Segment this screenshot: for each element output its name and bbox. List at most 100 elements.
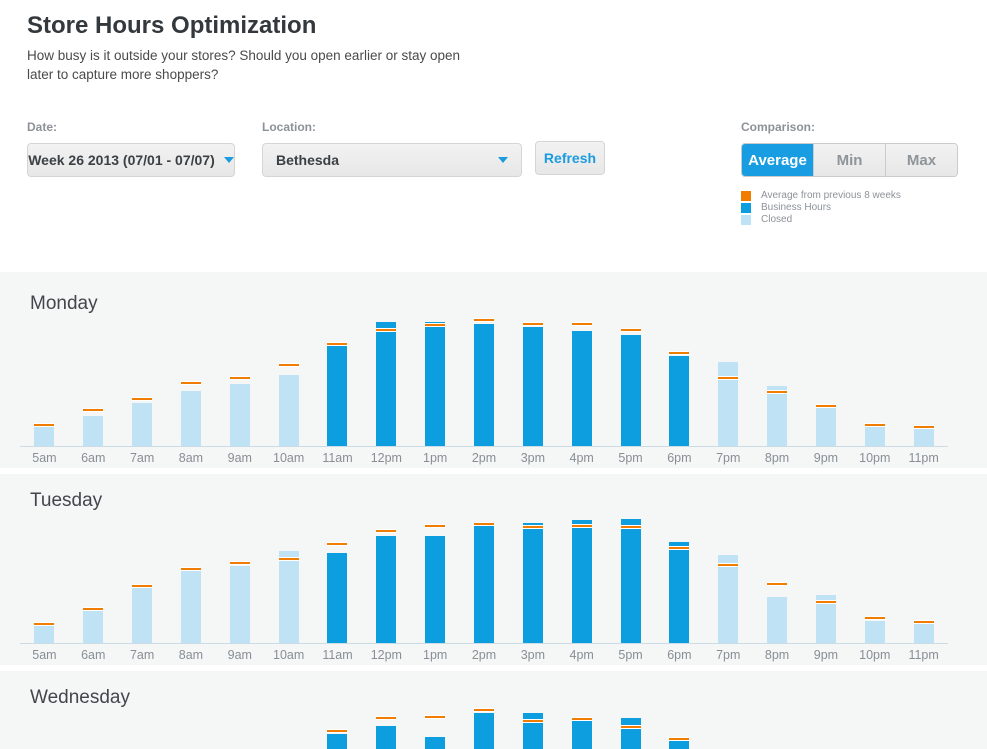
- x-axis-label-tuesday-9am: 9am: [227, 648, 252, 662]
- bar-slot-wednesday-4pm: [557, 710, 606, 749]
- controls-bar: Date: Week 26 2013 (07/01 - 07/07) Locat…: [27, 120, 958, 226]
- bar-tuesday-6am: [83, 610, 104, 643]
- bar-slot-tuesday-11pm: [899, 513, 948, 643]
- x-axis-label-monday-12pm: 12pm: [370, 451, 402, 465]
- bar-slot-wednesday-11am: [313, 710, 362, 749]
- x-axis-label-tuesday-10pm: 10pm: [859, 648, 891, 662]
- average-marker-wednesday-5pm: [620, 725, 641, 729]
- bar-slot-monday-10am: [264, 316, 313, 446]
- comparison-option-average[interactable]: Average: [742, 144, 813, 176]
- bar-tuesday-1pm: [425, 535, 446, 643]
- location-dropdown[interactable]: Bethesda: [262, 143, 522, 177]
- bar-slot-monday-3pm: [508, 316, 557, 446]
- business-hours-swatch-icon: [741, 202, 751, 213]
- bar-tuesday-4pm: [571, 519, 592, 643]
- x-axis-label-monday-10pm: 10pm: [859, 451, 891, 465]
- bar-slot-tuesday-9am: [215, 513, 264, 643]
- page-subtitle: How busy is it outside your stores? Shou…: [27, 48, 460, 82]
- legend-label: Closed: [761, 214, 793, 225]
- bar-slot-wednesday-8pm: [753, 710, 802, 749]
- bar-wednesday-5pm: [620, 718, 641, 749]
- bar-monday-10pm: [864, 426, 885, 446]
- date-dropdown[interactable]: Week 26 2013 (07/01 - 07/07): [27, 143, 235, 177]
- average-marker-tuesday-6pm: [669, 546, 690, 551]
- x-axis-label-tuesday-1pm: 1pm: [423, 648, 448, 662]
- x-axis-label-tuesday-6am: 6am: [81, 648, 106, 662]
- bar-slot-wednesday-10am: [264, 710, 313, 749]
- x-axis-label-tuesday-9pm: 9pm: [813, 648, 839, 662]
- location-control: Location: Bethesda: [262, 120, 522, 177]
- x-axis-label-tuesday-5am: 5am: [32, 648, 57, 662]
- bar-monday-9pm: [815, 406, 836, 446]
- x-axis-label-monday-2pm: 2pm: [471, 451, 497, 465]
- average-marker-monday-6pm: [669, 350, 690, 355]
- bar-wednesday-11am: [327, 733, 348, 749]
- average-marker-tuesday-9pm: [815, 600, 836, 605]
- bar-slot-tuesday-3pm: [508, 513, 557, 643]
- bar-slot-wednesday-6am: [69, 710, 118, 749]
- bar-slot-tuesday-5am: [20, 513, 69, 643]
- bar-wednesday-1pm: [425, 736, 446, 749]
- comparison-option-min[interactable]: Min: [813, 144, 885, 176]
- average-marker-tuesday-11pm: [913, 619, 934, 624]
- legend-item-closed: Closed: [741, 214, 958, 225]
- average-marker-monday-6am: [83, 408, 104, 413]
- comparison-label: Comparison:: [741, 120, 816, 134]
- bar-slot-wednesday-5am: [20, 710, 69, 749]
- average-marker-monday-5am: [34, 422, 55, 427]
- x-axis-label-tuesday-7pm: 7pm: [716, 648, 741, 662]
- bar-slot-monday-1pm: [411, 316, 460, 446]
- bar-slot-tuesday-12pm: [362, 513, 411, 643]
- bar-tuesday-12pm: [376, 535, 397, 643]
- bar-monday-10am: [278, 375, 299, 446]
- comparison-button-group: Average Min Max: [741, 143, 958, 177]
- x-axis-label-monday-8am: 8am: [178, 451, 204, 465]
- x-axis-label-tuesday-8pm: 8pm: [764, 648, 790, 662]
- bar-slot-wednesday-8am: [167, 710, 216, 749]
- x-axis-labels-tuesday: 5am 6am 7am 8am 9am 10am 11am 12pm 1pm 2pm 3pm 4pm 5…: [20, 644, 948, 665]
- bar-slot-monday-8pm: [753, 316, 802, 446]
- bar-slot-tuesday-7pm: [704, 513, 753, 643]
- bar-slot-monday-5pm: [606, 316, 655, 446]
- bar-slot-monday-12pm: [362, 316, 411, 446]
- bar-slot-wednesday-6pm: [655, 710, 704, 749]
- bar-slot-wednesday-2pm: [460, 708, 509, 749]
- day-title-tuesday: Tuesday: [30, 490, 103, 511]
- x-axis-label-monday-3pm: 3pm: [520, 451, 546, 465]
- x-axis-label-tuesday-3pm: 3pm: [520, 648, 546, 662]
- bar-slot-wednesday-1pm: [411, 710, 460, 749]
- average-marker-tuesday-8pm: [767, 581, 788, 586]
- bar-monday-3pm: [522, 326, 543, 446]
- bar-slot-monday-11am: [313, 316, 362, 446]
- chevron-down-icon: [498, 157, 508, 163]
- bar-monday-11pm: [913, 427, 934, 446]
- bar-wednesday-4pm: [571, 720, 592, 749]
- x-axis-label-monday-9pm: 9pm: [813, 451, 839, 465]
- x-axis-label-monday-11am: 11am: [322, 451, 353, 465]
- average-marker-tuesday-6am: [83, 606, 104, 611]
- page-title: Store Hours Optimization: [27, 12, 317, 39]
- comparison-option-max[interactable]: Max: [885, 144, 957, 176]
- x-axis-label-monday-7pm: 7pm: [716, 451, 741, 465]
- average-marker-tuesday-5pm: [620, 525, 641, 530]
- average-marker-tuesday-1pm: [425, 524, 446, 529]
- average-marker-wednesday-2pm: [474, 708, 495, 712]
- average-marker-tuesday-3pm: [522, 525, 543, 530]
- average-marker-tuesday-7pm: [718, 563, 739, 568]
- x-axis-label-tuesday-6pm: 6pm: [667, 648, 692, 662]
- bar-monday-8am: [180, 391, 201, 446]
- bar-slot-wednesday-10pm: [850, 710, 899, 749]
- bar-monday-6pm: [669, 355, 690, 446]
- refresh-button[interactable]: Refresh: [535, 141, 605, 175]
- bar-slot-monday-4pm: [557, 316, 606, 446]
- bar-slot-tuesday-8pm: [753, 513, 802, 643]
- average-marker-monday-3pm: [522, 321, 543, 326]
- closed-swatch-icon: [741, 214, 751, 225]
- bar-monday-7pm: [718, 362, 739, 446]
- bar-slot-monday-9pm: [802, 316, 851, 446]
- average-marker-wednesday-6pm: [669, 736, 690, 741]
- average-marker-monday-4pm: [571, 321, 592, 326]
- average-marker-tuesday-9am: [229, 560, 250, 565]
- bar-slot-monday-6am: [69, 316, 118, 446]
- day-section-wednesday: Wednesday5am6am7am8am9am10am11am12pm1pm2…: [0, 671, 987, 749]
